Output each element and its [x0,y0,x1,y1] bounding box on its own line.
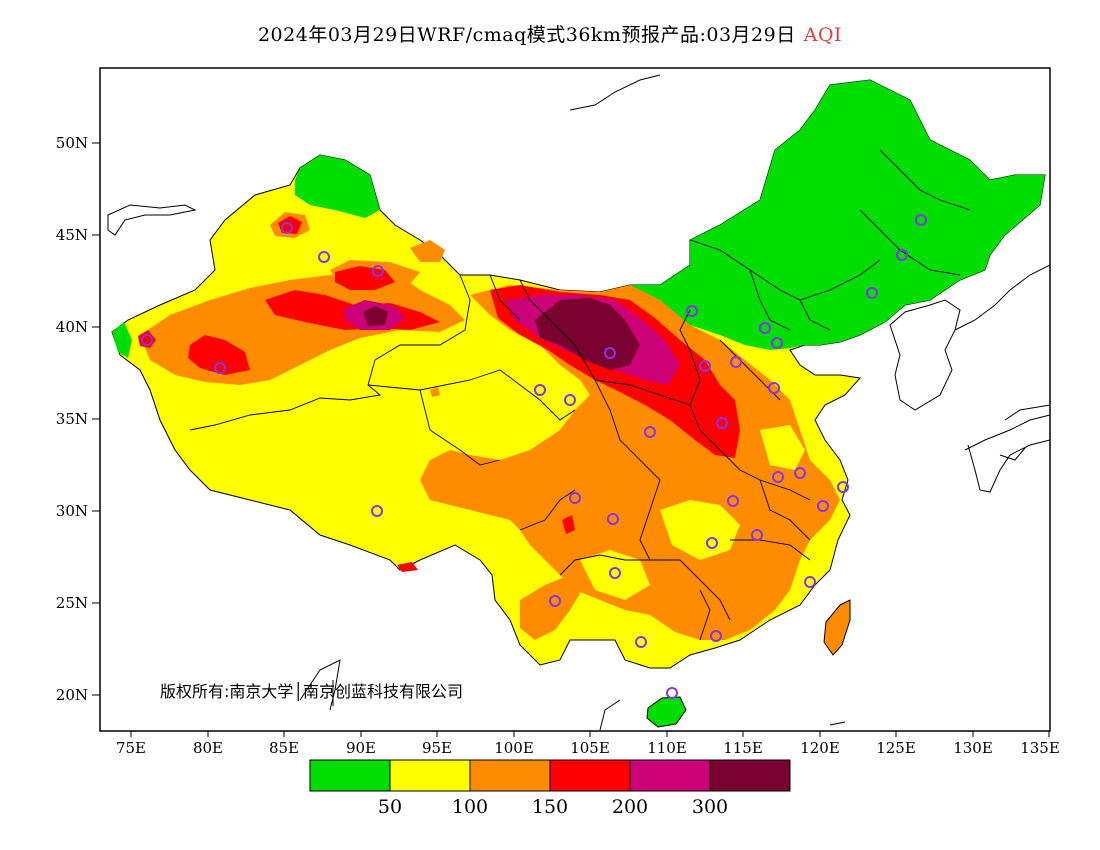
central-yellow-hole-2 [580,550,650,600]
legend-swatch [630,760,710,791]
station-marker [549,595,561,607]
station-marker [604,347,616,359]
legend-swatch [390,760,470,791]
central-yellow-hole-3 [760,425,805,470]
station-marker [318,251,330,263]
xinjiang-maroon [363,306,388,326]
lon-tick-label: 105E [570,739,610,757]
station-marker [771,337,783,349]
station-marker [866,287,878,299]
station-marker [214,362,226,374]
xinjiang-red-north [335,266,395,290]
xinjiang-red-west [188,335,250,375]
longitude-axis: 75E 80E 85E 90E 95E 100E 105E 110E 115E … [116,731,1060,757]
station-marker [666,687,678,699]
lat-tick-label: 35N [56,410,88,428]
sichuan-red-spot [562,515,575,534]
title-text: 2024年03月29日WRF/cmaq模式36km预报产品:03月29日 [257,24,796,46]
legend-swatch [710,760,790,791]
altai-green-zone [295,155,380,218]
neighbor-coastlines [107,74,1050,731]
lon-tick-label: 135E [1020,739,1060,757]
legend-label: 50 [378,796,402,818]
station-marker [607,513,619,525]
station-marker [817,500,829,512]
lat-tick-label: 20N [56,686,88,704]
lon-tick-label: 100E [494,739,534,757]
lat-tick-label: 45N [56,226,88,244]
legend-swatch [470,760,550,791]
lat-tick-label: 40N [56,318,88,336]
lat-tick-label: 30N [56,502,88,520]
station-marker [635,636,647,648]
central-orange-zone [420,285,840,640]
station-marker [686,305,698,317]
xinjiang-orange-nw2 [410,240,445,262]
central-yellow-hole-1 [660,500,740,560]
legend-swatch [310,760,390,791]
station-marker [706,537,718,549]
lon-tick-label: 115E [723,739,763,757]
station-marker [896,249,908,261]
station-marker [837,481,849,493]
lat-tick-label: 50N [56,134,88,152]
station-marker [716,417,728,429]
northeast-green-zone [630,80,1045,350]
station-marker [915,214,927,226]
station-marker [609,567,621,579]
station-marker [141,334,153,346]
lon-tick-label: 75E [116,739,146,757]
station-marker [768,382,780,394]
station-marker [644,426,656,438]
central-yellow-hole-4 [620,618,670,655]
lon-tick-label: 85E [269,739,299,757]
copyright-text: 版权所有:南京大学│南京创蓝科技有限公司 [160,681,463,701]
station-marker [751,529,763,541]
legend-label: 100 [452,796,488,818]
station-marker [371,505,383,517]
station-marker [564,394,576,406]
lon-tick-label: 80E [193,739,223,757]
map-content: 版权所有:南京大学│南京创蓝科技有限公司 [107,74,1050,731]
station-marker [534,384,546,396]
lat-tick-label: 25N [56,594,88,612]
station-marker [730,356,742,368]
station-markers [141,214,927,699]
lon-tick-label: 130E [953,739,993,757]
station-marker [804,576,816,588]
station-marker [281,222,293,234]
lon-tick-label: 110E [647,739,687,757]
taiwan-island [823,599,851,656]
lon-tick-label: 90E [346,739,376,757]
station-marker [699,360,711,372]
legend-swatch [550,760,630,791]
lon-tick-label: 95E [422,739,452,757]
province-boundaries [189,149,971,641]
station-marker [772,471,784,483]
station-marker [727,495,739,507]
map-title: 2024年03月29日WRF/cmaq模式36km预报产品:03月29日 AQI [0,20,1100,47]
yunnan-orange-zone [520,575,585,640]
maroon-core-zone [535,298,640,370]
lon-tick-label: 125E [876,739,916,757]
hainan-island [646,696,687,728]
station-marker [794,467,806,479]
legend-label: 300 [692,796,728,818]
legend-label: 150 [532,796,568,818]
station-marker [569,492,581,504]
latitude-axis: 50N 45N 40N 35N 30N 25N 20N [56,134,100,704]
legend-label: 200 [612,796,648,818]
aqi-legend: 50 100 150 200 300 [309,759,791,818]
station-marker [372,265,384,277]
west-green-tip [112,322,132,358]
lon-tick-label: 120E [800,739,840,757]
station-marker [710,630,722,642]
tibet-orange-spot [430,387,440,397]
title-variable: AQI [803,24,843,46]
station-marker [759,322,771,334]
tibet-red-spot [397,562,418,572]
